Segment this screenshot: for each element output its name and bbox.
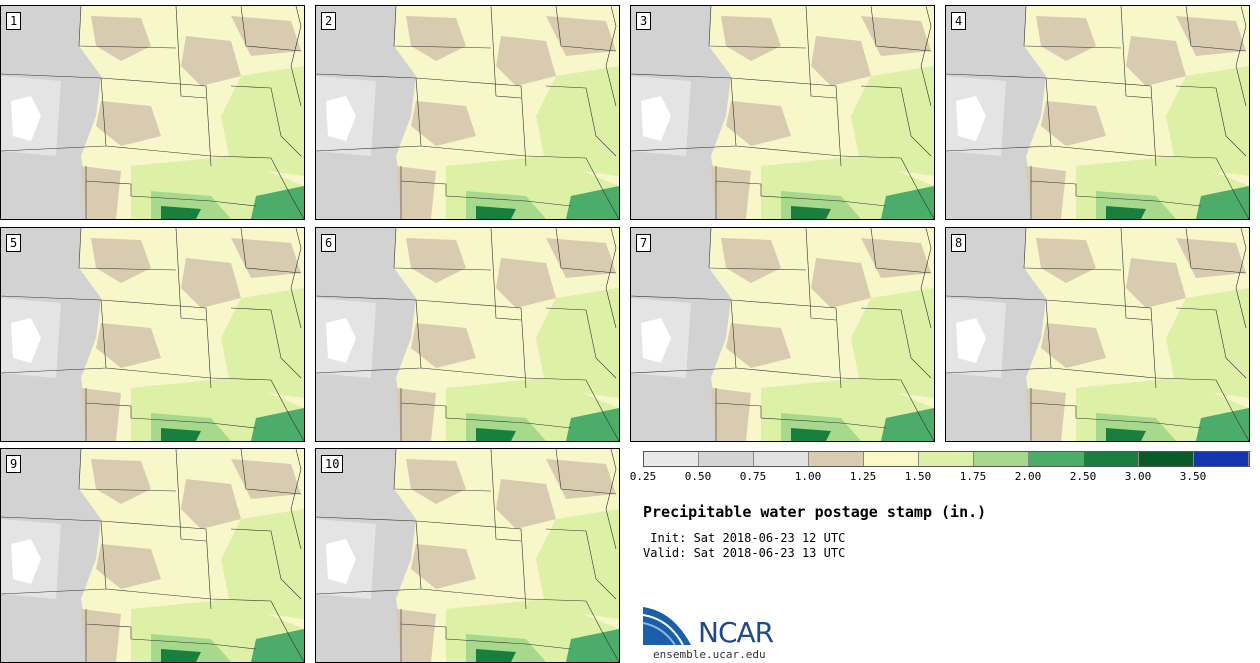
precip-water-colorbar <box>643 451 1250 467</box>
colorbar-tick-label: 1.75 <box>959 470 987 483</box>
precip-water-map <box>946 6 1249 219</box>
colorbar-swatch <box>1194 452 1249 466</box>
member-number-label: 10 <box>321 455 344 473</box>
member-number-label: 5 <box>6 234 22 252</box>
website-url: ensemble.ucar.edu <box>653 648 766 661</box>
member-number-label: 8 <box>951 234 967 252</box>
member-number-label: 6 <box>321 234 337 252</box>
colorbar-swatch <box>919 452 974 466</box>
colorbar-tick-label: 3.50 <box>1179 470 1207 483</box>
ensemble-member-panel: 3 <box>630 5 935 220</box>
ensemble-member-panel: 4 <box>945 5 1250 220</box>
ensemble-member-panel: 6 <box>315 227 620 442</box>
precip-water-map <box>1 6 304 219</box>
colorbar-swatch <box>1029 452 1084 466</box>
colorbar-swatch <box>1084 452 1139 466</box>
precip-water-map <box>631 6 934 219</box>
colorbar-swatch <box>974 452 1029 466</box>
ensemble-member-panel: 2 <box>315 5 620 220</box>
member-number-label: 4 <box>951 12 967 30</box>
member-number-label: 3 <box>636 12 652 30</box>
colorbar-swatch <box>699 452 754 466</box>
member-number-label: 7 <box>636 234 652 252</box>
precip-water-map <box>946 228 1249 441</box>
colorbar-tick-label: 1.50 <box>904 470 932 483</box>
precip-water-map <box>316 449 619 662</box>
member-number-label: 1 <box>6 12 22 30</box>
member-number-label: 9 <box>6 455 22 473</box>
figure-title: Precipitable water postage stamp (in.) <box>643 503 987 521</box>
colorbar-swatch <box>1139 452 1194 466</box>
ensemble-member-panel: 8 <box>945 227 1250 442</box>
valid-time: Valid: Sat 2018-06-23 13 UTC <box>643 546 846 560</box>
colorbar-tick-label: 2.50 <box>1069 470 1097 483</box>
colorbar-tick-label: 0.75 <box>739 470 767 483</box>
ensemble-member-panel: 5 <box>0 227 305 442</box>
colorbar-tick-label: 2.00 <box>1014 470 1042 483</box>
ensemble-member-panel: 7 <box>630 227 935 442</box>
colorbar-swatch <box>809 452 864 466</box>
precip-water-map <box>1 228 304 441</box>
ncar-logo-text: NCAR <box>698 616 774 649</box>
colorbar-swatch <box>644 452 699 466</box>
colorbar-tick-label: 0.25 <box>629 470 657 483</box>
ensemble-member-panel: 10 <box>315 448 620 663</box>
ncar-logo-icon <box>643 607 691 646</box>
colorbar-tick-label: 3.00 <box>1124 470 1152 483</box>
precip-water-map <box>1 449 304 662</box>
colorbar-swatch <box>864 452 919 466</box>
ensemble-member-panel: 9 <box>0 448 305 663</box>
precip-water-map <box>316 228 619 441</box>
precip-water-map <box>631 228 934 441</box>
colorbar-tick-labels: 0.25 0.50 0.75 1.00 1.25 1.50 1.75 2.00 2.50 3.00… <box>626 470 1256 484</box>
colorbar-swatch <box>754 452 809 466</box>
colorbar-tick-label: 0.50 <box>684 470 712 483</box>
init-time: Init: Sat 2018-06-23 12 UTC <box>643 531 846 545</box>
precip-water-map <box>316 6 619 219</box>
colorbar-tick-label: 1.00 <box>794 470 822 483</box>
ensemble-member-panel: 1 <box>0 5 305 220</box>
member-number-label: 2 <box>321 12 337 30</box>
colorbar-tick-label: 1.25 <box>849 470 877 483</box>
